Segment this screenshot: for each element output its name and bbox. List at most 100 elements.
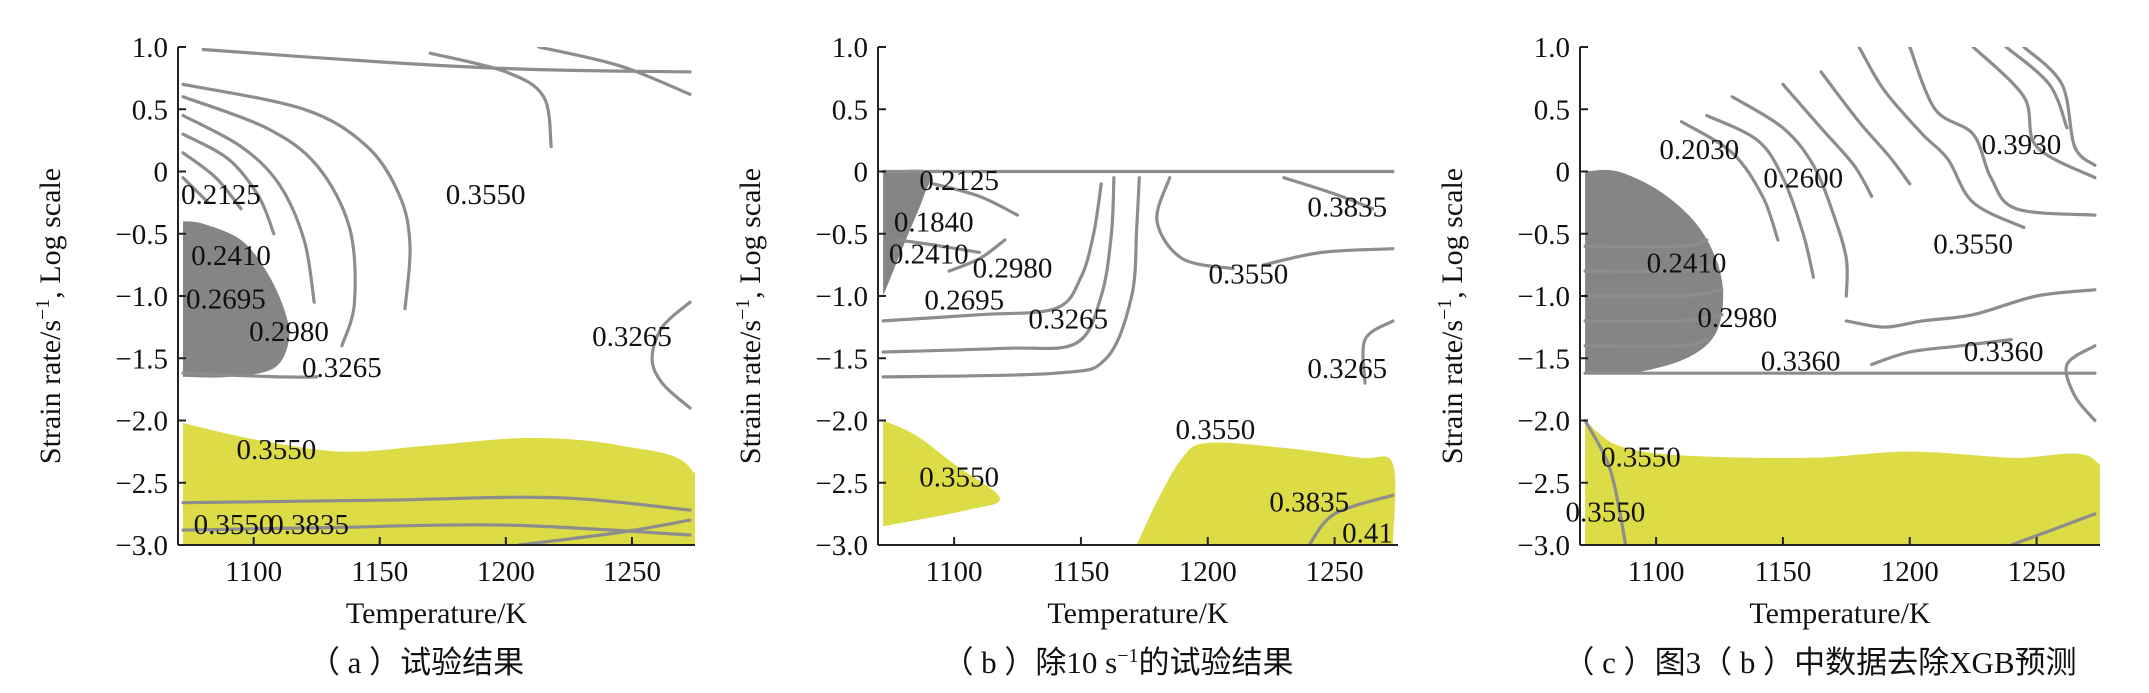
contour-line [428, 51, 553, 149]
contour-line [1282, 176, 1375, 211]
contour-line [181, 371, 319, 379]
y-tick-label: −2.0 [1517, 406, 1570, 438]
contour-line [881, 176, 1141, 379]
contour-label: 0.2030 [1659, 134, 1739, 166]
y-tick-label: −1.0 [1517, 281, 1570, 313]
contour-label: 0.3835 [269, 509, 349, 541]
contour-line [1583, 338, 1709, 348]
x-tick-label: 1200 [1881, 556, 1939, 588]
x-tick-label: 1100 [225, 556, 282, 588]
contour-line [2004, 47, 2069, 130]
contour-line [932, 182, 1020, 217]
plot-area [1583, 47, 2100, 545]
yellow-region [1585, 420, 2100, 545]
contour-line [1583, 263, 1719, 274]
contour-label: 0.3360 [1761, 346, 1841, 378]
contour-line [1971, 47, 2097, 180]
contour-label: 0.2980 [249, 316, 329, 348]
contour-line [1583, 313, 1724, 323]
contour-label: 0.3550 [1175, 414, 1255, 446]
y-tick-label: −1.5 [1517, 343, 1570, 375]
yellow-region [183, 423, 695, 545]
contour-line [2009, 512, 2097, 545]
grey-region [883, 169, 932, 296]
y-tick-label: −1.5 [115, 343, 168, 375]
contour-line [181, 132, 276, 236]
contour-line [881, 176, 1116, 354]
contour-line [896, 238, 982, 254]
contour-label: 0.2125 [919, 165, 999, 197]
y-tick-label: 1.0 [1534, 32, 1570, 64]
contour-label: 0.3265 [302, 352, 382, 384]
contour-label: 0.41 [1342, 518, 1393, 550]
contour-label: 0.3550 [1565, 496, 1645, 528]
x-tick-label: 1150 [351, 556, 408, 588]
contour-line [1262, 247, 1395, 267]
y-tick-label: −2.5 [1517, 468, 1570, 500]
contour-line [1705, 113, 1815, 279]
y-tick-label: −2.5 [115, 468, 168, 500]
contour-label: 0.3265 [1028, 303, 1108, 335]
contour-label: 0.2695 [924, 285, 1004, 317]
plot-area [881, 169, 1396, 545]
contour-line [181, 151, 243, 211]
contour-line [181, 113, 316, 304]
x-tick-label: 1250 [1306, 556, 1364, 588]
contour-line [2064, 344, 2097, 423]
contour-line [181, 82, 412, 311]
y-axis-title: Strain rate/s−1, Log scale [32, 168, 67, 464]
contour-label: 0.3265 [1307, 353, 1387, 385]
y-tick-label: 0.5 [1534, 94, 1570, 126]
chart-panel-a: 1.0 0.5 0 −0.5 −1.0 −1.5 −2.0 −2.5 −3.0 1100 1150 1… [32, 32, 695, 680]
contour-label: 0.3550 [1601, 442, 1681, 474]
contour-line [1583, 418, 1628, 545]
chart-panel-c: 1.0 0.5 0 −0.5 −1.0 −1.5 −2.0 −2.5 −3.0 1100 1150 1… [1434, 32, 2100, 680]
contour-line [1307, 493, 1395, 545]
contour-label: 0.3550 [919, 462, 999, 494]
y-tick-label: 1.0 [832, 32, 868, 64]
y-tick-label: 1.0 [132, 32, 168, 64]
contour-label: 0.3550 [194, 509, 274, 541]
contour-line [1679, 120, 1780, 242]
contour-line [1908, 47, 2097, 217]
y-tick-label: −2.0 [815, 406, 868, 438]
y-tick-label: −1.5 [815, 343, 868, 375]
y-axis-title: Strain rate/s−1, Log scale [1434, 168, 1469, 464]
contour-line [181, 176, 210, 205]
x-axis-title: Temperature/K [346, 597, 527, 630]
contour-line [1857, 47, 2026, 230]
panel-caption: （ a ）试验结果 [309, 645, 524, 680]
y-tick-label: −0.5 [1517, 219, 1570, 251]
y-tick-label: 0 [854, 157, 869, 189]
contour-line [181, 495, 692, 512]
contour-label: 0.2600 [1763, 163, 1843, 195]
y-tick-label: 0 [1556, 157, 1571, 189]
contour-line [537, 47, 692, 96]
panel-caption: （ c ）图3（ b ）中数据去除XGB预测 [1563, 645, 2076, 680]
contour-label: 0.2410 [191, 240, 271, 272]
contour-line [1870, 338, 2013, 367]
contour-line [1819, 70, 1912, 186]
contour-label: 0.2125 [181, 179, 261, 211]
x-axis-title: Temperature/K [1047, 597, 1228, 630]
x-tick-label: 1200 [477, 556, 535, 588]
x-tick-label: 1250 [603, 556, 661, 588]
y-tick-label: −3.0 [815, 530, 868, 562]
contour-label: 0.2980 [1697, 302, 1777, 334]
panel-caption: （ b ）除10 s−1的试验结果 [942, 645, 1293, 680]
y-tick-label: −0.5 [815, 219, 868, 251]
y-tick-label: −3.0 [1517, 530, 1570, 562]
contour-line [1730, 95, 1849, 298]
yellow-region [883, 420, 1000, 527]
x-axis-title: Temperature/K [1749, 597, 1930, 630]
contour-label: 0.3550 [1208, 259, 1288, 291]
contour-line [881, 182, 1103, 323]
y-tick-label: −2.5 [815, 468, 868, 500]
grey-region [183, 221, 290, 378]
contour-label: 0.2695 [186, 283, 266, 315]
contour-line [181, 523, 692, 537]
contour-label: 0.2410 [1647, 247, 1727, 279]
contour-label: 0.3550 [1933, 229, 2013, 261]
yellow-region [1136, 442, 1396, 545]
